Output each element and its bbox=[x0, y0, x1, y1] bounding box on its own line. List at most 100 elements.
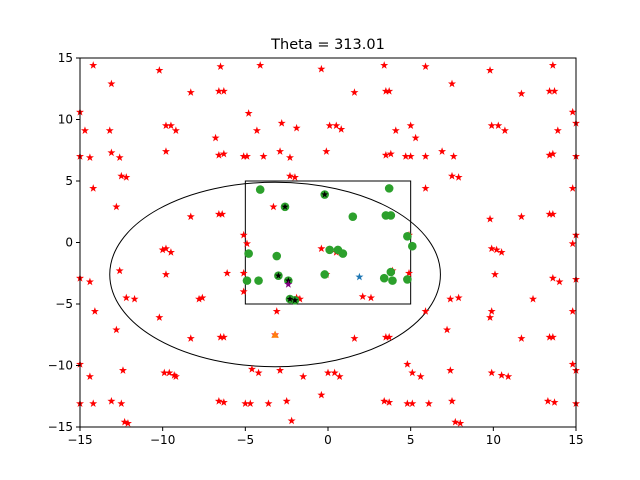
red-star-point bbox=[408, 399, 416, 407]
y-tick-label: 0 bbox=[65, 236, 73, 250]
red-star-point bbox=[269, 203, 277, 211]
x-tick-label: 5 bbox=[407, 433, 415, 447]
red-star-point bbox=[223, 269, 231, 277]
red-star-point bbox=[212, 134, 220, 142]
red-star-point bbox=[549, 333, 557, 341]
red-star-point bbox=[116, 267, 124, 275]
red-star-point bbox=[392, 126, 400, 134]
red-star-point bbox=[240, 288, 248, 296]
red-star-point bbox=[293, 124, 301, 132]
red-star-point bbox=[498, 371, 506, 379]
red-star-point bbox=[155, 66, 163, 74]
red-star-point bbox=[569, 240, 577, 248]
red-star-point bbox=[412, 134, 420, 142]
red-star-point bbox=[488, 244, 496, 252]
red-star-point bbox=[283, 397, 291, 405]
red-star-point bbox=[162, 270, 170, 278]
red-star-point bbox=[317, 244, 325, 252]
red-star-point bbox=[555, 278, 563, 286]
red-star-point bbox=[326, 121, 334, 129]
red-star-point bbox=[517, 89, 525, 97]
red-star-point bbox=[243, 152, 251, 160]
red-star-point bbox=[162, 147, 170, 155]
red-star-point bbox=[450, 152, 458, 160]
red-star-point bbox=[107, 397, 115, 405]
y-tick-label: −15 bbox=[48, 420, 73, 434]
red-star-point bbox=[422, 62, 430, 70]
x-axis: −15 −10 −5 0 5 10 15 bbox=[67, 427, 583, 447]
red-star-point bbox=[172, 372, 180, 380]
red-star-point bbox=[86, 372, 94, 380]
green-dot-point bbox=[380, 274, 389, 283]
red-star-point bbox=[551, 87, 559, 95]
red-star-point bbox=[569, 360, 577, 368]
red-star-point bbox=[387, 150, 395, 158]
x-tick-label: −5 bbox=[236, 433, 254, 447]
red-star-point bbox=[488, 307, 496, 315]
green-dot-point bbox=[254, 276, 263, 285]
red-star-point bbox=[107, 80, 115, 88]
red-star-point bbox=[264, 399, 272, 407]
red-star-point bbox=[317, 391, 325, 399]
y-tick-label: 5 bbox=[65, 174, 73, 188]
green-dot-point bbox=[403, 232, 412, 241]
red-star-point bbox=[322, 147, 330, 155]
red-star-point bbox=[276, 366, 284, 374]
red-star-point bbox=[187, 88, 195, 96]
red-star-point bbox=[255, 369, 263, 377]
red-star-point bbox=[215, 210, 223, 218]
red-star-point bbox=[546, 210, 554, 218]
x-tick-label: 10 bbox=[486, 433, 501, 447]
red-star-point bbox=[554, 126, 562, 134]
red-star-point bbox=[517, 212, 525, 220]
red-star-point bbox=[422, 184, 430, 192]
green-dot-point bbox=[388, 276, 397, 285]
red-star-point bbox=[456, 419, 464, 427]
red-star-point bbox=[382, 151, 390, 159]
red-star-point bbox=[240, 269, 248, 277]
red-star-point bbox=[215, 87, 223, 95]
region-rectangle bbox=[245, 181, 410, 304]
red-star-point bbox=[116, 153, 124, 161]
red-star-point bbox=[215, 151, 223, 159]
green-dot-point bbox=[244, 249, 253, 258]
red-star-point bbox=[486, 66, 494, 74]
red-star-point bbox=[291, 173, 299, 181]
red-star-point bbox=[422, 152, 430, 160]
red-star-point bbox=[451, 418, 459, 426]
green-dot-point bbox=[387, 268, 396, 277]
x-tick-label: −10 bbox=[150, 433, 175, 447]
red-star-point bbox=[215, 397, 223, 405]
y-tick-label: 10 bbox=[58, 113, 73, 127]
y-axis: −15−10−5051015 bbox=[48, 51, 80, 434]
red-star-point bbox=[425, 399, 433, 407]
red-star-point bbox=[337, 125, 345, 133]
red-star-point bbox=[359, 292, 367, 300]
red-star-point bbox=[278, 119, 286, 127]
red-star-point bbox=[299, 372, 307, 380]
red-star-point bbox=[350, 88, 358, 96]
red-star-point bbox=[443, 326, 451, 334]
red-star-point bbox=[494, 121, 502, 129]
red-star-point bbox=[122, 294, 130, 302]
red-star-point bbox=[81, 126, 89, 134]
red-star-point bbox=[407, 152, 415, 160]
red-star-point bbox=[117, 399, 125, 407]
red-star-point bbox=[331, 369, 339, 377]
red-star-point bbox=[407, 121, 415, 129]
red-star-point bbox=[448, 397, 456, 405]
red-star-point bbox=[455, 173, 463, 181]
red-star-point bbox=[89, 61, 97, 69]
red-star-point bbox=[260, 152, 268, 160]
red-star-point bbox=[549, 274, 557, 282]
red-star-point bbox=[332, 121, 340, 129]
red-star-point bbox=[367, 294, 375, 302]
red-star-point bbox=[501, 126, 509, 134]
red-star-point bbox=[488, 121, 496, 129]
red-star-point bbox=[486, 313, 494, 321]
red-star-point bbox=[529, 295, 537, 303]
red-star-point bbox=[240, 231, 248, 239]
red-star-point bbox=[167, 121, 175, 129]
green-dot-point bbox=[320, 270, 329, 279]
